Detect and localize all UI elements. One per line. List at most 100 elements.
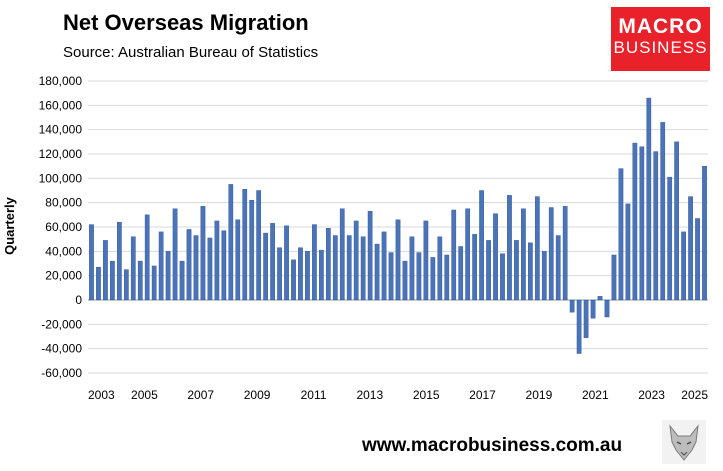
y-tick-label: 180,000 [39, 74, 83, 88]
bar [618, 168, 624, 301]
bar [228, 184, 234, 301]
y-tick-label: 160,000 [39, 98, 83, 112]
y-tick-label: -60,000 [41, 366, 82, 380]
macrobusiness-logo: MACRO BUSINESS [611, 7, 710, 71]
bar [695, 218, 700, 301]
bar [674, 141, 680, 301]
x-tick-label: 2021 [582, 388, 609, 402]
bar [479, 190, 484, 301]
bar [555, 235, 561, 301]
bar [507, 195, 512, 301]
x-tick-label: 2011 [301, 388, 327, 402]
y-tick-label: 100,000 [39, 171, 83, 185]
bar [353, 220, 359, 301]
bar [548, 207, 554, 301]
bar [500, 253, 505, 301]
bar [367, 210, 373, 301]
bar [451, 209, 457, 301]
bar [165, 251, 171, 301]
bar [444, 254, 450, 301]
x-tick-label: 2019 [526, 388, 553, 402]
bar [402, 260, 408, 301]
bar [325, 228, 331, 301]
bar [277, 247, 282, 301]
bar [360, 236, 366, 301]
y-tick-label: 120,000 [39, 147, 83, 161]
x-tick-label: 2017 [469, 388, 496, 402]
bar [688, 196, 693, 301]
bar [388, 252, 394, 301]
bar [158, 231, 164, 301]
chart-title: Net Overseas Migration [63, 10, 309, 35]
logo-line2: BUSINESS [613, 38, 708, 57]
bar [590, 299, 596, 319]
y-tick-label: 140,000 [39, 123, 83, 137]
bar [144, 214, 150, 301]
bar [179, 260, 185, 301]
bar [339, 208, 345, 301]
bar [514, 240, 519, 301]
y-tick-label: 80,000 [45, 196, 82, 210]
chart-subtitle: Source: Australian Bureau of Statistics [63, 44, 319, 61]
bar [541, 251, 547, 301]
x-tick-label: 2013 [356, 388, 383, 402]
y-tick-label: 0 [75, 293, 82, 307]
bar [653, 151, 659, 301]
bar [534, 196, 540, 301]
bar [395, 219, 401, 301]
bar [632, 142, 638, 301]
bar [284, 225, 289, 301]
bar [430, 257, 436, 301]
bar [312, 224, 317, 301]
bar [263, 232, 269, 301]
bar [381, 231, 387, 301]
y-tick-label: -20,000 [41, 317, 82, 331]
x-tick-label: 2023 [638, 388, 665, 402]
bar [242, 189, 248, 301]
bar [374, 243, 380, 301]
bar [172, 208, 178, 301]
bar [346, 235, 352, 301]
bar [249, 200, 255, 301]
bar [235, 219, 241, 301]
x-axis-ticks: 2003 2005 2007 2009 2011 2013 2015 2017 2019 2021… [88, 388, 708, 402]
bar [103, 240, 108, 301]
bar [437, 236, 443, 301]
bar [646, 97, 652, 301]
bar [465, 208, 471, 301]
bar [702, 165, 707, 301]
bar [270, 223, 275, 301]
bar [256, 190, 262, 301]
bar [423, 220, 429, 301]
bar [193, 235, 199, 301]
bar [625, 203, 631, 301]
wolf-icon [662, 420, 706, 464]
bar [116, 221, 122, 301]
bar [583, 299, 589, 338]
x-tick-label: 2005 [131, 388, 158, 402]
bar [681, 231, 686, 301]
bar [207, 237, 213, 301]
bar [96, 266, 101, 301]
bar [493, 213, 498, 301]
x-tick-label: 2025 [681, 388, 708, 402]
bar [110, 260, 115, 301]
y-axis-ticks: -60,000 -40,000 -20,000 0 20,000 40,000 60,000… [39, 74, 83, 380]
bar [298, 247, 303, 301]
bar [486, 240, 491, 301]
bar [291, 259, 296, 301]
bar [562, 206, 568, 301]
bar [458, 246, 464, 301]
bar [597, 296, 603, 301]
bar [151, 265, 157, 301]
bar [89, 224, 94, 301]
bar [521, 208, 526, 301]
x-tick-label: 2015 [413, 388, 440, 402]
y-tick-label: 40,000 [45, 244, 82, 258]
x-tick-label: 2003 [88, 388, 115, 402]
bar [137, 260, 143, 301]
y-tick-label: 20,000 [45, 269, 82, 283]
y-tick-label: -40,000 [41, 342, 82, 356]
bar [130, 236, 136, 301]
bar [319, 249, 324, 301]
